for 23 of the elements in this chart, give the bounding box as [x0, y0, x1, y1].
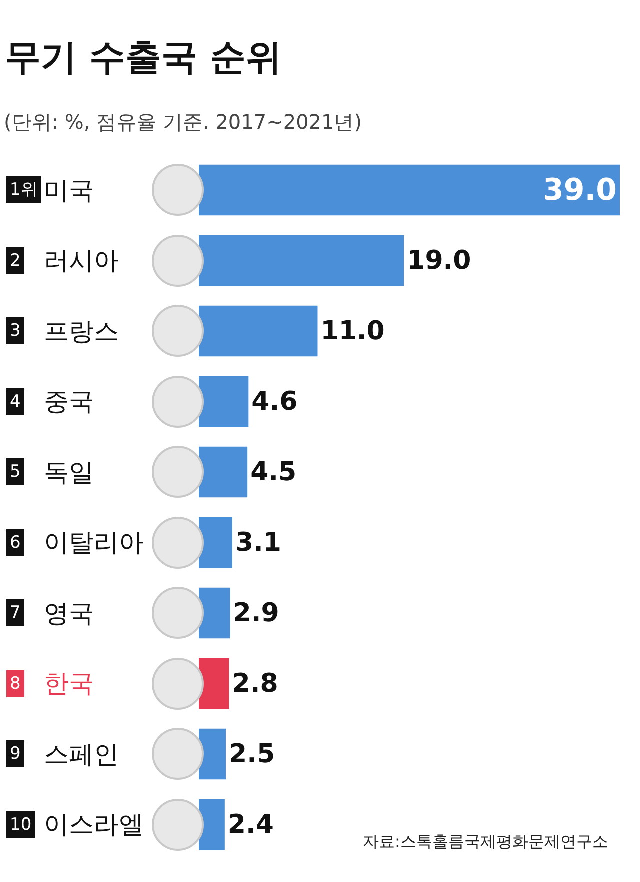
category-label: 8 한국 [10, 669, 94, 698]
chart-subtitle: (단위: %, 점유율 기준. 2017~2021년) [4, 110, 362, 134]
data-label: 39.0 [542, 172, 617, 208]
annotation: 자료:스톡홀름국제평화문제연구소 [363, 832, 608, 851]
category-label: 3 프랑스 [10, 317, 119, 346]
category-label: 5 독일 [10, 458, 94, 487]
data-label: 19.0 [407, 246, 472, 276]
y-tick-label: 1위 미국 [10, 176, 94, 205]
category-label: 9 스페인 [10, 740, 119, 769]
data-label: 3.1 [235, 528, 282, 558]
chart-title: 무기 수출국 순위 [5, 37, 282, 78]
data-label: 4.5 [250, 457, 297, 488]
data-label: 11.0 [320, 316, 385, 346]
data-label: 2.4 [228, 810, 274, 840]
data-label: 2.8 [232, 668, 278, 699]
category-label: 6 이탈리아 [10, 528, 144, 557]
data-label: 2.5 [228, 739, 276, 770]
y-tick-label: 10 이스라엘 [10, 810, 144, 839]
data-label: 4.6 [252, 386, 298, 417]
category-label: 2 러시아 [10, 246, 119, 275]
category-label: 7 영국 [10, 599, 94, 628]
data-label: 2.9 [233, 598, 280, 628]
category-label: 4 중국 [10, 387, 94, 416]
